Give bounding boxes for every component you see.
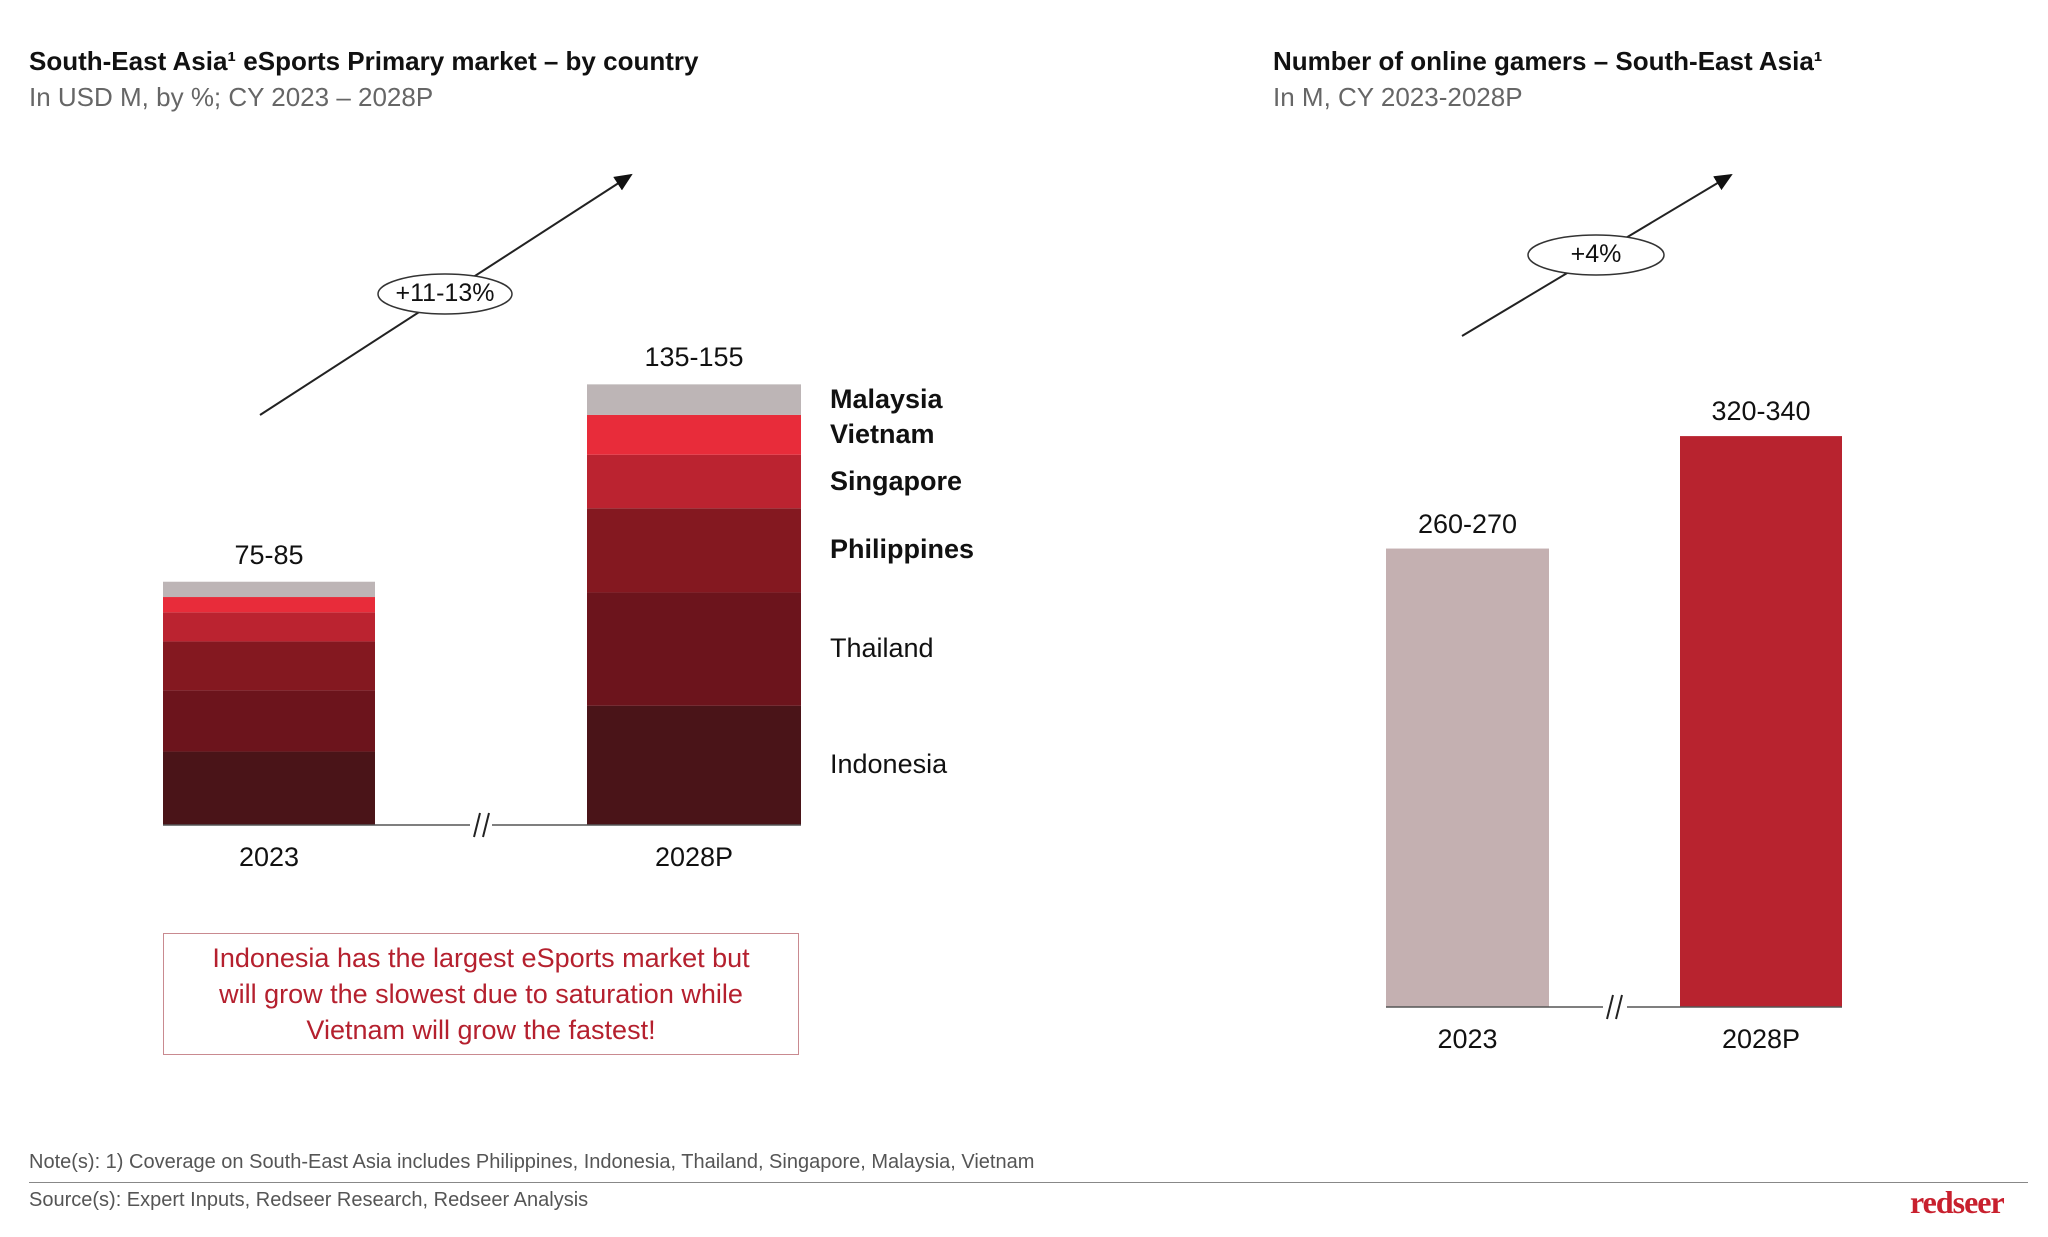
legend-label-vietnam: Vietnam (830, 418, 935, 449)
footnote: Note(s): 1) Coverage on South-East Asia … (29, 1151, 1035, 1173)
gamers-growth-badge (1527, 234, 1665, 276)
growth-badge (377, 273, 513, 315)
callout-line: Indonesia has the largest eSports market… (212, 943, 750, 973)
gamers-axis-break-mark (1606, 994, 1614, 1020)
source-note: Source(s): Expert Inputs, Redseer Resear… (29, 1189, 589, 1211)
legend-label-philippines: Philippines (830, 534, 975, 565)
right-chart-subtitle: In M, CY 2023-2028P (1273, 82, 1523, 112)
gamers-bar-2023 (1386, 548, 1549, 1007)
bar-segment-malaysia-2028P (587, 384, 801, 415)
legend-label-thailand: Thailand (830, 633, 934, 664)
gamers-growth-label: +4% (1570, 240, 1622, 268)
total-label-2028P: 135-155 (644, 342, 744, 373)
growth-label: +11-13% (395, 279, 495, 307)
bar-segment-indonesia-2028P (587, 705, 801, 825)
gamers-value-label-2028P: 320-340 (1711, 396, 1811, 427)
bar-segment-thailand-2023 (163, 690, 375, 752)
bar-segment-vietnam-2023 (163, 597, 375, 613)
bar-segment-singapore-2023 (163, 612, 375, 642)
callout-line: Vietnam will grow the fastest! (306, 1015, 656, 1045)
callout-line: will grow the slowest due to saturation … (219, 979, 743, 1009)
redseer-logo: redseer (1910, 1184, 2005, 1220)
total-label-2023: 75-85 (234, 539, 304, 570)
axis-break-mark (473, 812, 481, 838)
legend-label-malaysia: Malaysia (830, 383, 943, 414)
bar-segment-philippines-2028P (587, 508, 801, 593)
bar-segment-indonesia-2023 (163, 751, 375, 825)
gamers-axis-break-mark (1615, 994, 1623, 1020)
legend-label-indonesia: Indonesia (830, 749, 948, 780)
x-tick-label-2023: 2023 (238, 842, 300, 872)
x-tick-label-2028P: 2028P (654, 842, 734, 872)
bar-segment-thailand-2028P (587, 592, 801, 706)
callout-box: Indonesia has the largest eSports market… (163, 933, 799, 1055)
bar-segment-vietnam-2028P (587, 414, 801, 455)
footer-divider (29, 1182, 2028, 1183)
legend-label-singapore: Singapore (830, 465, 963, 496)
bar-segment-malaysia-2023 (163, 581, 375, 598)
gamers-value-label-2023: 260-270 (1417, 508, 1518, 539)
axis-break-mark (482, 812, 490, 838)
left-chart-subtitle: In USD M, by %; CY 2023 – 2028P (29, 82, 434, 112)
gamers-x-tick-label-2023: 2023 (1437, 1024, 1498, 1054)
gamers-bar-2028P (1680, 436, 1842, 1008)
gamers-x-tick-label-2028P: 2028P (1721, 1024, 1801, 1054)
left-chart-title: South-East Asia¹ eSports Primary market … (29, 46, 699, 76)
bar-segment-philippines-2023 (163, 641, 375, 691)
bar-segment-singapore-2028P (587, 454, 801, 509)
right-chart-title: Number of online gamers – South-East Asi… (1273, 46, 1823, 76)
